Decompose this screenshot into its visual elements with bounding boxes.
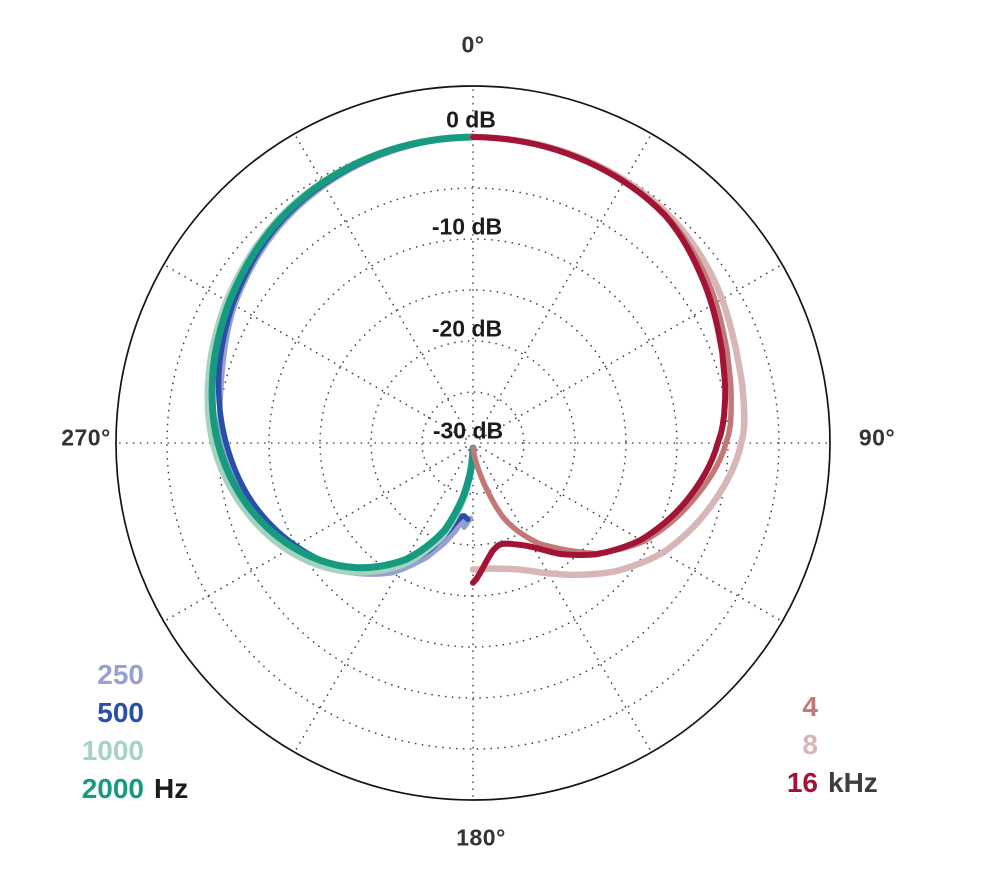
radial-label-10db: -10 dB: [431, 213, 503, 240]
legend-item-4khz: 4: [750, 688, 818, 726]
legend-low-frequencies: 250 500 1000 2000 Hz: [62, 656, 189, 808]
legend-item-16khz: 16 kHz: [750, 764, 878, 802]
legend-value-250: 250: [97, 659, 144, 690]
angle-label-270: 270°: [61, 424, 111, 451]
radial-label-20db: -20 dB: [431, 315, 503, 342]
legend-value-16: 16: [786, 767, 818, 798]
legend-item-8khz: 8: [750, 726, 818, 764]
angle-label-0: 0°: [461, 31, 485, 58]
legend-value-8: 8: [802, 729, 818, 760]
curve-500-hz: [215, 134, 476, 574]
radial-label-0db: 0 dB: [446, 106, 496, 133]
legend-unit-hz: Hz: [154, 773, 189, 804]
legend-value-1000: 1000: [81, 735, 144, 766]
angle-label-90: 90°: [858, 424, 896, 451]
curve-16-khz: [470, 134, 729, 586]
legend-value-500: 500: [97, 697, 144, 728]
angle-label-180: 180°: [456, 824, 506, 851]
legend-high-frequencies: 4 8 16 kHz: [750, 688, 878, 802]
legend-item-500hz: 500: [62, 694, 144, 732]
legend-item-250hz: 250: [62, 656, 144, 694]
legend-value-2000: 2000: [81, 773, 144, 804]
legend-unit-khz: kHz: [828, 767, 878, 798]
legend-item-2000hz: 2000 Hz: [62, 770, 189, 808]
legend-item-1000hz: 1000: [62, 732, 144, 770]
curve-2000-hz: [208, 133, 477, 572]
legend-value-4: 4: [802, 691, 818, 722]
radial-label-30db: -30 dB: [432, 417, 504, 444]
curve-8-khz: [469, 133, 748, 579]
